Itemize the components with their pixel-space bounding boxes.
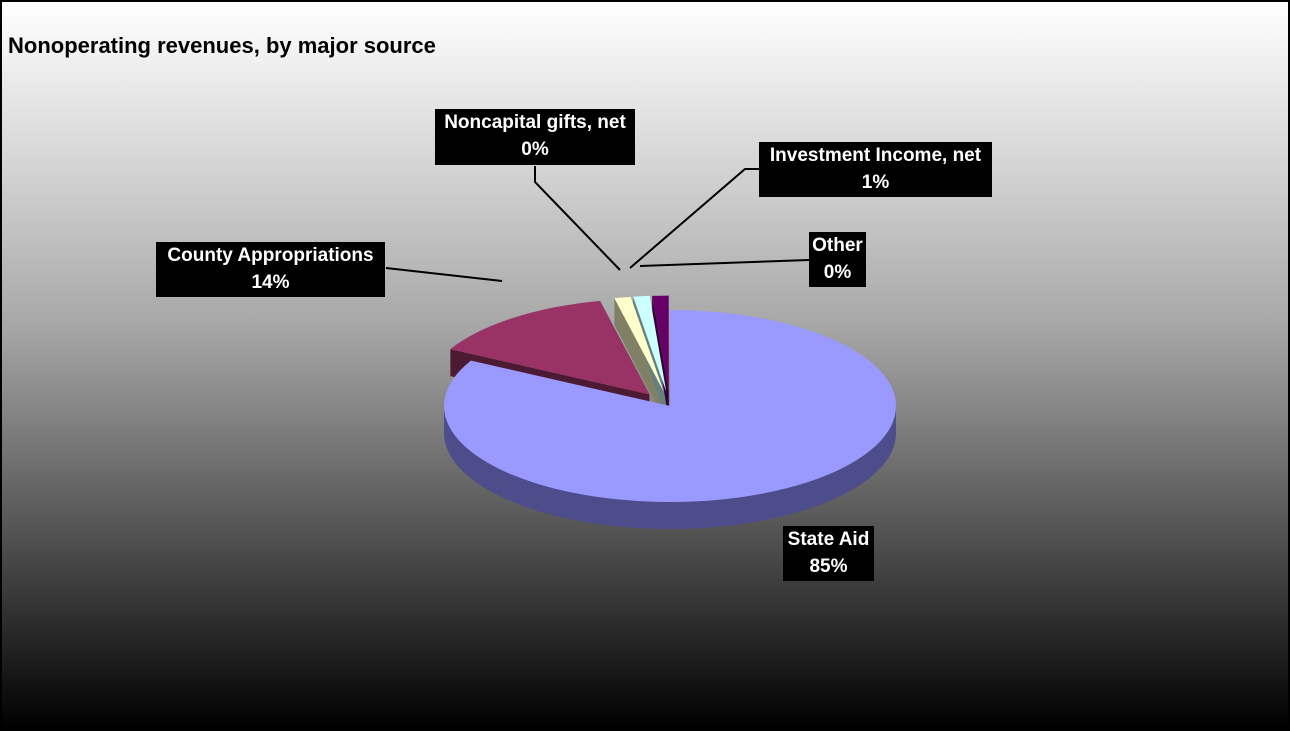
chart-title: Nonoperating revenues, by major source	[8, 33, 436, 58]
pie-slice-state-aid	[444, 310, 896, 503]
pie-slice-investment-income-net	[633, 295, 667, 392]
leader-line-county-appropriations	[385, 267, 503, 282]
pie-side-state-aid	[444, 406, 896, 529]
data-label-percent: 85%	[809, 556, 848, 577]
pie-slice-other	[652, 295, 669, 392]
leader-line-noncapital-gifts-net	[534, 166, 621, 271]
data-label-name: County Appropriations	[167, 245, 374, 266]
leader-line-investment-income-net	[629, 168, 759, 269]
pie-slice-noncapital-gifts-net	[614, 296, 664, 392]
data-label-investment-income: Investment Income, net 1%	[759, 142, 992, 197]
data-label-name: Other	[812, 235, 863, 256]
data-label-percent: 1%	[861, 172, 890, 193]
data-label-name: State Aid	[787, 529, 870, 550]
data-label-name: Noncapital gifts, net	[444, 112, 626, 133]
data-label-county-appropriations: County Appropriations 14%	[156, 242, 385, 297]
pie-side-other	[652, 295, 669, 419]
data-label-name: Investment Income, net	[769, 145, 982, 166]
leader-line-other	[639, 259, 810, 267]
data-label-state-aid: State Aid 85%	[783, 526, 874, 581]
data-label-percent: 0%	[521, 139, 549, 160]
data-label-noncapital-gifts: Noncapital gifts, net 0%	[435, 109, 635, 165]
data-label-other: Other 0%	[809, 232, 866, 287]
pie-side-noncapital-gifts-net	[614, 296, 664, 419]
data-label-percent: 0%	[823, 262, 852, 283]
pie-slice-county-appropriations	[450, 300, 650, 395]
data-label-percent: 14%	[251, 272, 290, 293]
